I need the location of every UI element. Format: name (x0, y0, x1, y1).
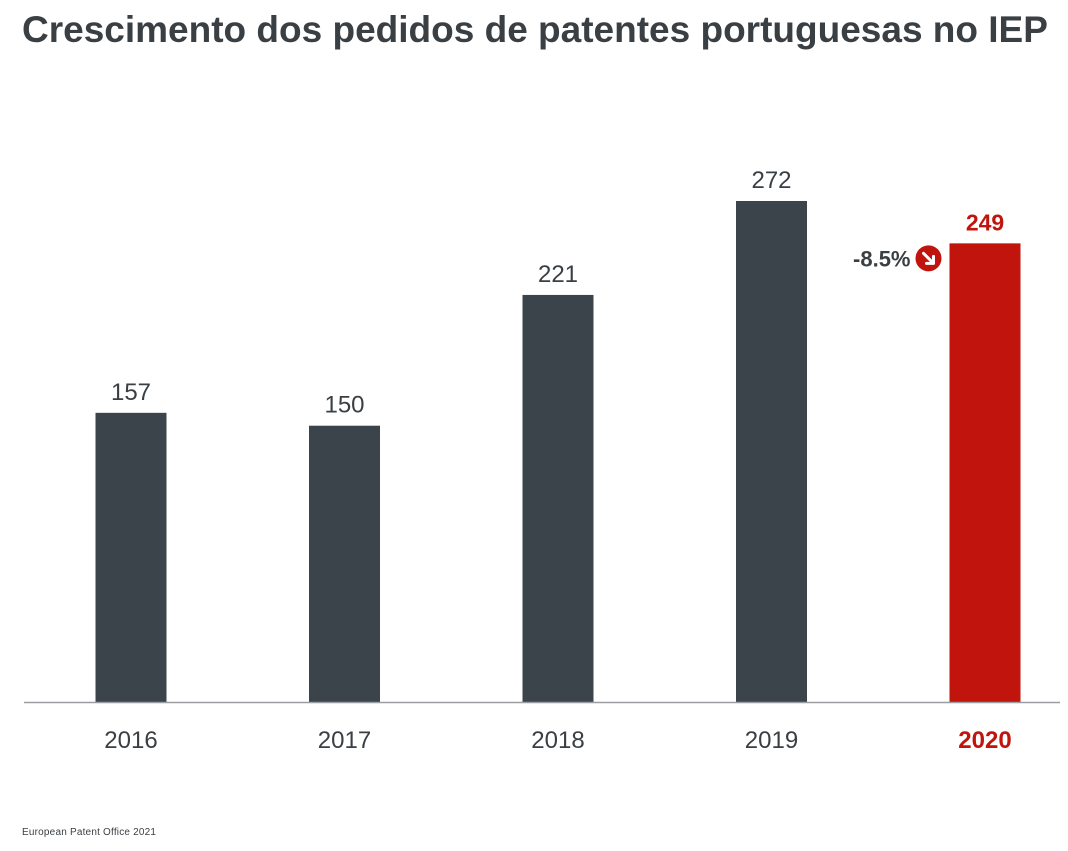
value-label-2016: 157 (111, 379, 151, 406)
x-tick-label-2018: 2018 (531, 727, 584, 754)
x-tick-label-2016: 2016 (104, 727, 157, 754)
change-annotation: -8.5% (853, 246, 910, 271)
x-tick-label-2020: 2020 (958, 727, 1011, 754)
bar-2018 (522, 294, 594, 702)
bar-2016 (95, 412, 167, 702)
chart-title: Crescimento dos pedidos de patentes port… (22, 9, 1048, 50)
value-label-2018: 221 (538, 261, 578, 288)
down-right-arrow-icon (915, 245, 942, 272)
x-tick-label-2017: 2017 (318, 727, 371, 754)
value-label-2020: 249 (966, 209, 1004, 235)
x-tick-label-2019: 2019 (745, 727, 798, 754)
value-label-2019: 272 (751, 167, 791, 194)
bar-2017 (309, 425, 380, 702)
value-label-2017: 150 (324, 392, 364, 419)
source-note: European Patent Office 2021 (22, 827, 157, 838)
bar-2019 (736, 201, 807, 702)
bar-2020 (949, 243, 1021, 703)
